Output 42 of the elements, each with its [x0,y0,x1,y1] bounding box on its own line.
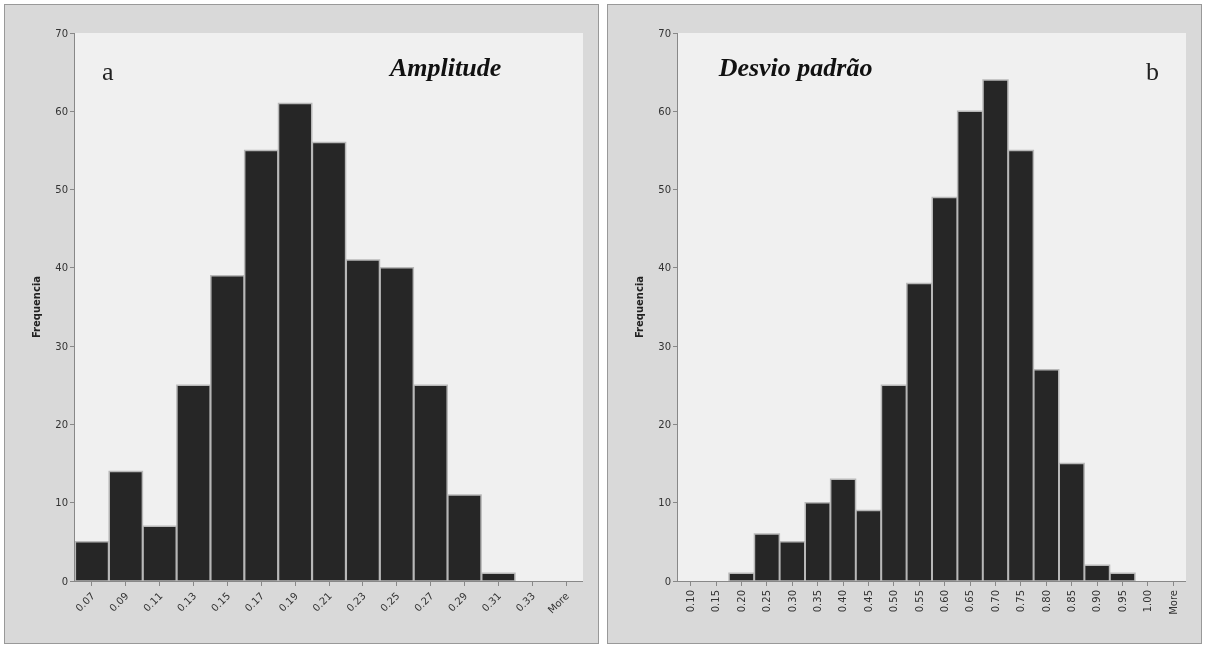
y-tick-label: 30 [55,340,68,352]
annotation: a [102,57,114,86]
y-tick-label: 30 [658,340,671,352]
y-axis-title: Frequencia [31,275,43,339]
x-tick-label: 0.30 [786,590,798,613]
y-tick-label: 40 [658,262,671,274]
x-tick-label: 0.50 [888,590,900,613]
y-tick-label: 10 [658,497,671,509]
x-tick-label: 1.00 [1142,590,1154,613]
y-axis-title: Frequencia [634,275,646,339]
y-tick-label: 60 [658,105,671,117]
y-tick-label: 0 [664,575,671,587]
x-tick-label: 0.75 [1015,590,1027,613]
y-tick-label: 20 [55,418,68,430]
y-tick-label: 50 [658,184,671,196]
x-tick-label: 0.80 [1040,590,1052,613]
x-tick-label: 0.85 [1065,590,1077,613]
y-tick-label: 70 [658,27,671,39]
x-tick-label: More [1167,590,1179,615]
x-tick-label: 0.55 [913,590,925,613]
x-tick-label: 0.40 [837,590,849,613]
x-tick-label: 0.20 [735,590,747,613]
y-tick-label: 0 [61,575,68,587]
x-tick-label: 0.35 [811,590,823,613]
x-tick-label: 0.90 [1091,590,1103,613]
y-tick-label: 10 [55,497,68,509]
x-tick-label: 0.95 [1116,590,1128,613]
x-tick-label: 0.70 [989,590,1001,613]
y-tick-label: 50 [55,184,68,196]
x-tick-label: 0.15 [710,590,722,613]
x-tick-label: 0.45 [862,590,874,613]
text: Amplitude [387,52,502,82]
y-tick-label: 60 [55,105,68,117]
annotation: b [1146,57,1159,86]
y-tick-label: 40 [55,262,68,274]
x-tick-label: 0.25 [761,590,773,613]
y-tick-label: 70 [55,27,68,39]
x-tick-label: 0.10 [684,590,696,613]
y-tick-label: 20 [658,418,671,430]
x-tick-label: 0.60 [938,590,950,613]
x-tick-label: 0.65 [964,590,976,613]
text: Desvio padrão [717,52,873,82]
